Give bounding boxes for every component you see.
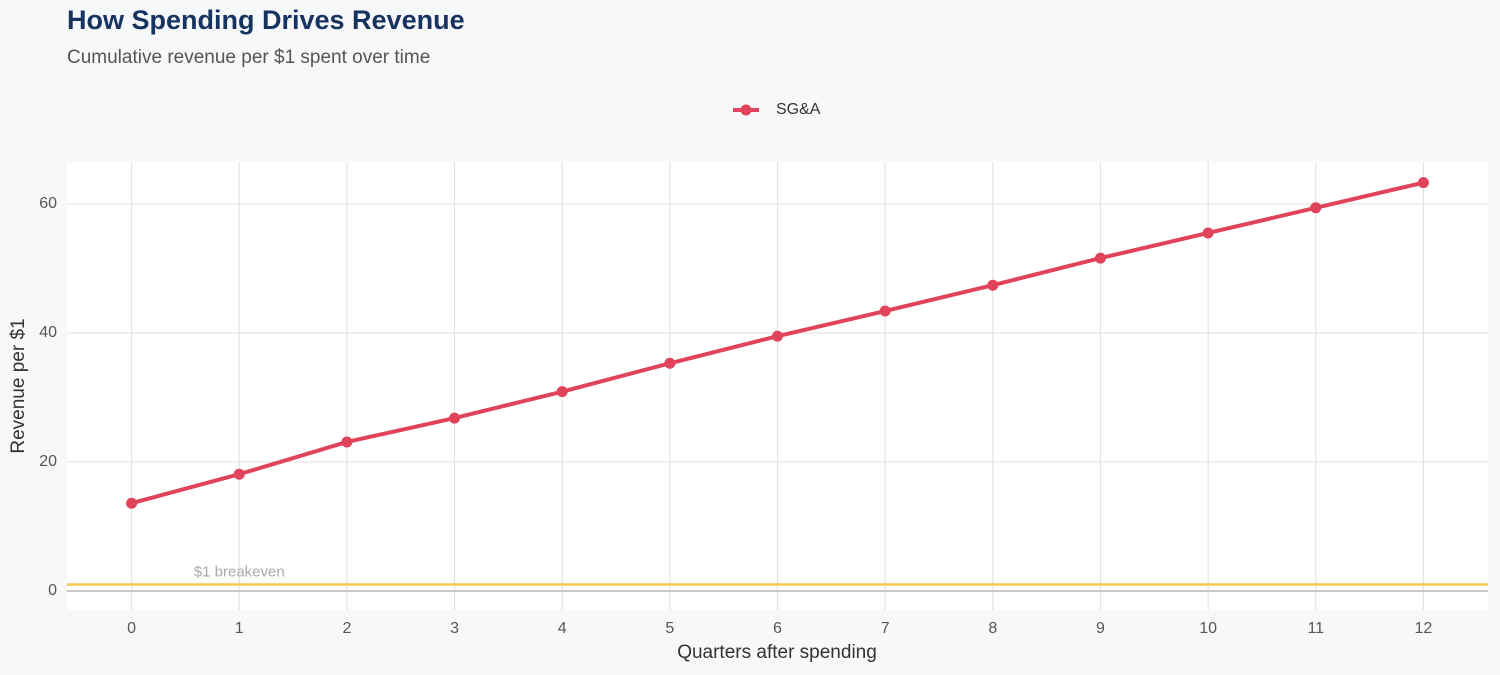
data-point (987, 279, 999, 291)
data-point (1417, 177, 1429, 189)
data-point (664, 357, 676, 369)
data-point (449, 412, 461, 424)
y-tick-label: 0 (48, 582, 57, 599)
data-point (341, 436, 353, 448)
data-point (1202, 227, 1214, 239)
chart-subtitle: Cumulative revenue per $1 spent over tim… (67, 47, 430, 68)
data-point (772, 330, 783, 342)
x-tick-label: 10 (1199, 620, 1217, 637)
x-tick-label: 9 (1096, 620, 1105, 637)
x-tick-label: 1 (235, 620, 244, 637)
x-tick-label: 4 (558, 620, 567, 637)
data-point (1310, 202, 1322, 214)
y-tick-label: 20 (39, 453, 57, 470)
y-tick-label: 60 (39, 195, 57, 212)
x-tick-label: 5 (665, 620, 674, 637)
x-tick-label: 2 (342, 620, 351, 637)
x-tick-label: 3 (450, 620, 459, 637)
legend-label: SG&A (776, 101, 821, 118)
data-point (233, 468, 245, 480)
y-axis-label: Revenue per $1 (8, 318, 29, 453)
data-point (126, 497, 138, 509)
grid: $1 breakeven (67, 162, 1488, 610)
reference-label: $1 breakeven (194, 563, 285, 580)
chart-title: How Spending Drives Revenue (67, 5, 465, 35)
x-tick-label: 8 (988, 620, 997, 637)
x-tick-label: 12 (1415, 620, 1433, 637)
x-tick-label: 6 (773, 620, 782, 637)
legend-marker (740, 104, 752, 116)
data-point (879, 305, 891, 317)
x-tick-label: 0 (127, 620, 136, 637)
x-tick-label: 11 (1307, 620, 1324, 637)
y-tick-label: 40 (39, 324, 57, 341)
x-tick-label: 7 (881, 620, 890, 637)
x-axis-label: Quarters after spending (677, 642, 877, 663)
data-point (556, 386, 568, 398)
data-point (1094, 252, 1106, 264)
marks (126, 177, 1429, 509)
